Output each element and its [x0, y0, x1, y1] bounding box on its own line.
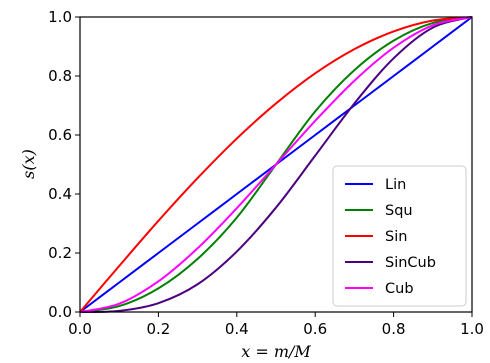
- legend-label-squ: Squ: [385, 203, 413, 219]
- y-tick-label: 0.2: [48, 244, 72, 262]
- legend-label-sincub: SinCub: [385, 255, 436, 271]
- y-tick-label: 0.6: [48, 126, 72, 144]
- y-tick-label: 0.0: [48, 303, 72, 321]
- legend-label-sin: Sin: [385, 229, 407, 245]
- legend-label-cub: Cub: [385, 281, 414, 297]
- x-tick-label: 0.2: [146, 320, 170, 338]
- legend-label-lin: Lin: [385, 177, 406, 193]
- x-tick-label: 0.8: [382, 320, 406, 338]
- y-tick-label: 1.0: [48, 8, 72, 26]
- x-axis-ticks: 0.0 0.2 0.4 0.6 0.8 1.0: [68, 312, 484, 338]
- series-line-cub: [79, 16, 473, 313]
- x-tick-label: 0.6: [303, 320, 327, 338]
- y-axis-label: s(x): [19, 149, 38, 179]
- series-line-sincub: [79, 16, 473, 313]
- y-tick-label: 0.4: [48, 185, 72, 203]
- x-tick-label: 0.4: [225, 320, 249, 338]
- series-line-sin: [79, 16, 473, 313]
- x-tick-label: 0.0: [68, 320, 92, 338]
- y-axis-ticks: 0.0 0.2 0.4 0.6 0.8 1.0: [48, 8, 80, 321]
- x-axis-label: x = m/M: [241, 342, 311, 361]
- x-tick-label: 1.0: [460, 320, 484, 338]
- legend-box: [332, 165, 467, 307]
- plot-frame: [79, 16, 473, 313]
- plot-lines: [79, 16, 473, 313]
- y-tick-label: 0.8: [48, 67, 72, 85]
- legend: Lin Squ Sin SinCub Cub: [332, 165, 467, 307]
